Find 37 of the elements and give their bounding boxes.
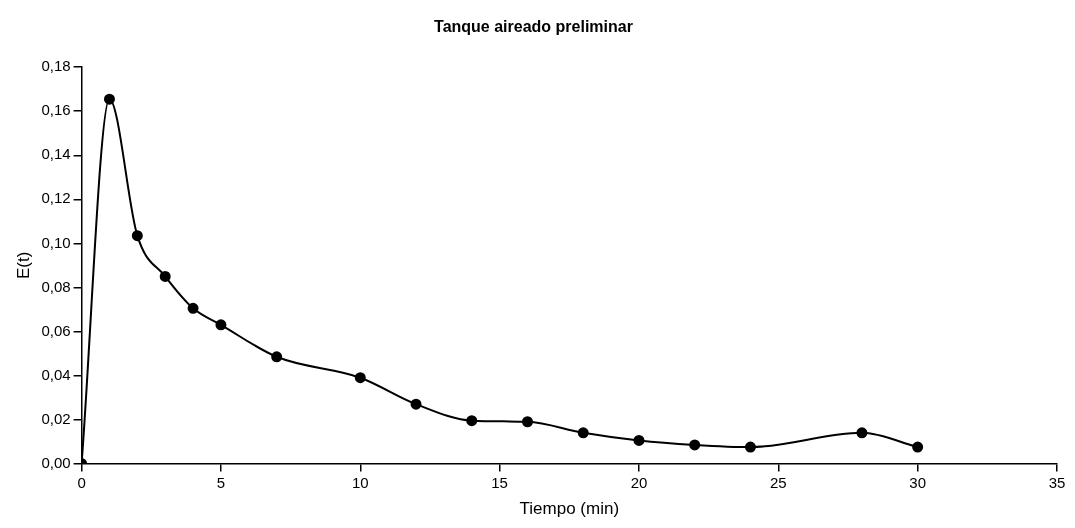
point [912, 441, 924, 453]
y-tick-label: 0,16 [41, 101, 71, 119]
y-tick-label: 0,12 [41, 189, 71, 207]
y-tick-label: 0,08 [41, 277, 71, 295]
point [187, 302, 199, 314]
point [577, 427, 589, 439]
point [271, 351, 283, 363]
point [689, 439, 701, 451]
point [215, 319, 227, 331]
y-tick-label: 0,06 [41, 321, 71, 339]
x-tick-label: 5 [216, 473, 226, 491]
y-tick-label: 0,02 [41, 409, 71, 427]
y-tick-label: 0,14 [41, 145, 71, 163]
x-tick-label: 35 [1048, 473, 1066, 491]
y-tick-label: 0,18 [41, 57, 71, 75]
chart-title: Tanque aireado preliminar [434, 18, 633, 36]
y-axis-title: E(t) [13, 251, 33, 280]
point [103, 93, 115, 105]
point [744, 441, 756, 453]
x-tick-label: 10 [351, 473, 369, 491]
x-tick-label: 25 [769, 473, 787, 491]
point [354, 372, 366, 384]
point [466, 415, 478, 427]
y-tick-label: 0,00 [41, 453, 71, 471]
x-tick-label: 20 [630, 473, 648, 491]
point [159, 270, 171, 282]
point [856, 427, 868, 439]
x-tick-label: 30 [909, 473, 926, 491]
point [521, 416, 533, 428]
x-tick-label: 15 [491, 473, 508, 491]
x-axis-title: Tiempo (min) [519, 499, 620, 519]
x-tick-label: 0 [77, 473, 86, 491]
y-tick-label: 0,10 [41, 233, 71, 251]
point [410, 398, 422, 410]
point [633, 434, 645, 446]
y-tick-label: 0,04 [41, 365, 71, 383]
point [131, 230, 143, 242]
